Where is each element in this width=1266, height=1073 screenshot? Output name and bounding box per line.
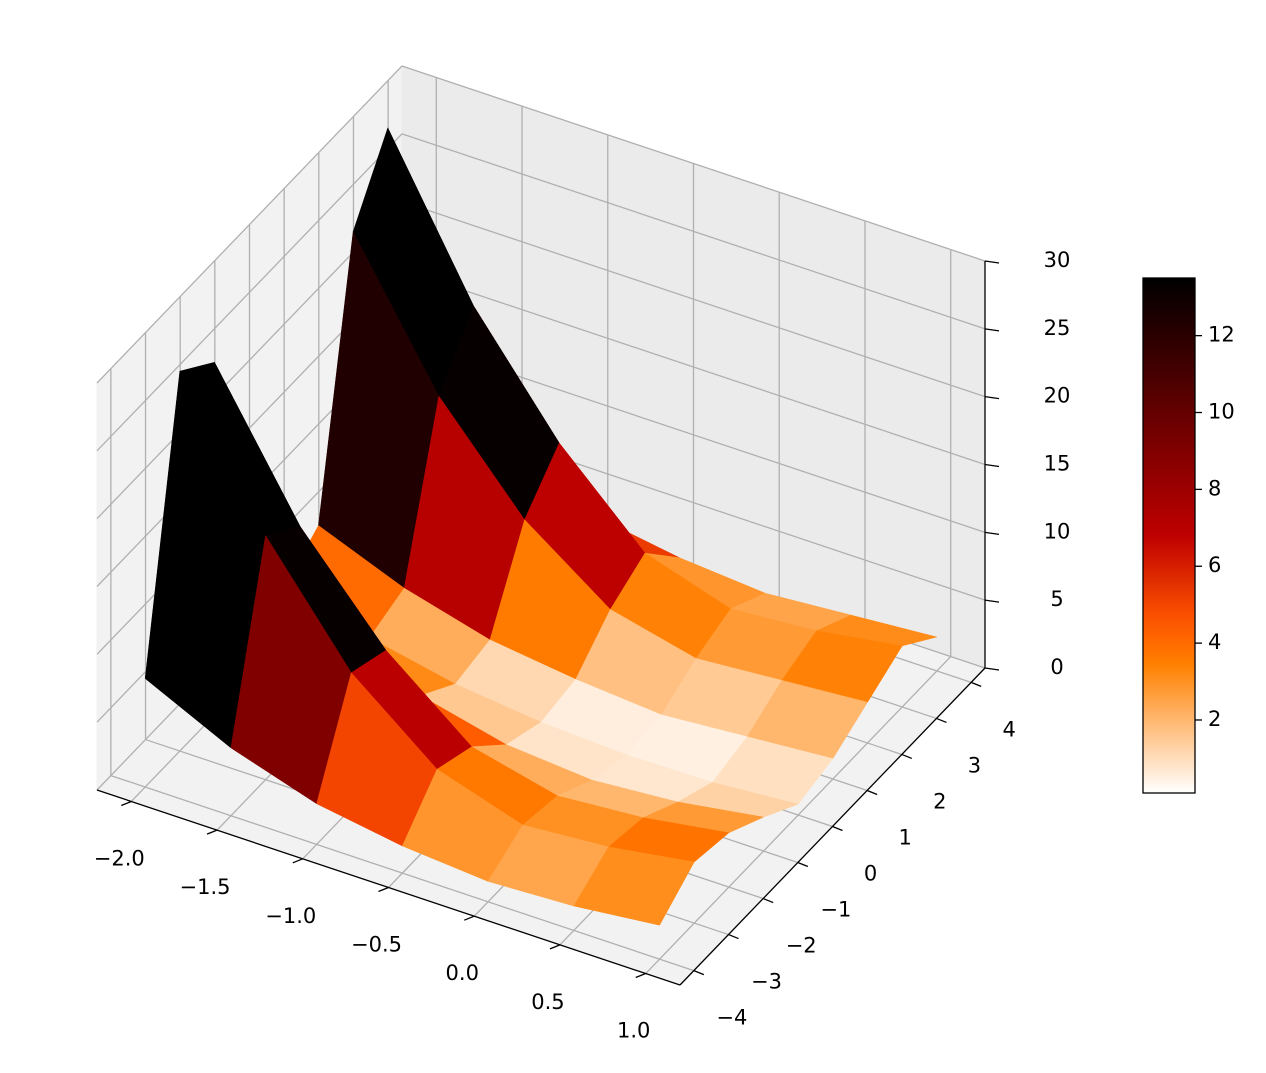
y-tick-label: −1	[820, 898, 851, 922]
z-tick-label: 10	[1044, 519, 1071, 543]
y-tick-label: −4	[716, 1006, 747, 1030]
colorbar-tick-label: 12	[1208, 323, 1235, 347]
x-tick-label: −1.0	[265, 904, 316, 928]
y-tick-label: 3	[968, 753, 981, 777]
x-tick-label: −1.5	[180, 875, 231, 899]
z-tick	[984, 463, 1000, 468]
x-tick-label: −0.5	[351, 933, 402, 957]
y-tick	[797, 861, 809, 868]
grid-line	[401, 201, 986, 398]
z-tick	[984, 396, 1000, 400]
z-tick	[984, 599, 1000, 603]
z-tick-label: 5	[1050, 587, 1063, 611]
y-tick	[866, 789, 878, 796]
y-tick	[728, 933, 739, 940]
grid-line	[110, 774, 695, 972]
z-tick	[984, 531, 1000, 535]
grid-line	[401, 65, 986, 262]
colorbar-tick-label: 8	[1208, 476, 1221, 500]
y-tick	[970, 681, 982, 688]
z-tick-label: 20	[1044, 384, 1071, 408]
y-tick	[762, 897, 774, 904]
z-tick	[984, 667, 1000, 671]
x-tick	[206, 829, 218, 835]
x-axis-line	[96, 789, 681, 986]
z-tick-label: 0	[1050, 655, 1063, 679]
z-tick	[984, 328, 1000, 332]
y-tick	[693, 969, 705, 976]
x-tick	[463, 915, 475, 921]
grid-line	[401, 268, 986, 466]
surface-patch	[573, 846, 695, 926]
colorbar-tick-label: 10	[1208, 400, 1235, 424]
x-tick-label: 1.0	[617, 1019, 650, 1043]
grid-line	[96, 133, 403, 452]
colorbar-tick-label: 4	[1208, 630, 1221, 654]
y-tick	[936, 717, 947, 724]
x-tick	[635, 972, 646, 979]
x-tick-label: 0.5	[531, 990, 564, 1014]
x-tick	[378, 886, 389, 893]
x-tick-label: −2.0	[94, 846, 145, 870]
x-tick	[292, 858, 304, 864]
colorbar-tick-label: 2	[1208, 707, 1221, 731]
x-tick	[121, 800, 132, 807]
y-axis-line	[679, 667, 986, 986]
y-tick-label: 0	[864, 862, 877, 886]
y-tick-label: 1	[898, 825, 911, 849]
y-tick	[901, 753, 913, 760]
z-tick-label: 25	[1044, 316, 1071, 340]
x-tick-label: 0.0	[446, 961, 479, 985]
y-tick-label: −2	[786, 934, 817, 958]
x-tick	[549, 944, 561, 950]
grid-line	[401, 133, 986, 330]
z-tick	[984, 260, 1000, 264]
colorbar	[1142, 277, 1196, 794]
y-tick-label: 2	[933, 789, 946, 813]
z-tick-label: 15	[1044, 452, 1071, 476]
colorbar-tick-label: 6	[1208, 553, 1221, 577]
z-tick-label: 30	[1044, 248, 1071, 272]
y-tick	[832, 825, 843, 832]
y-tick-label: −3	[751, 970, 782, 994]
y-tick-label: 4	[1002, 717, 1015, 741]
grid-line	[96, 65, 403, 384]
